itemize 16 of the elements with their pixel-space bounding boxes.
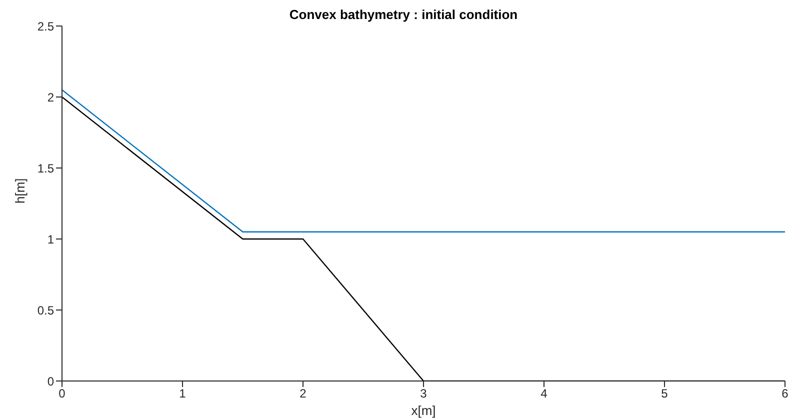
y-tick-label: 0.5 xyxy=(37,303,54,318)
x-tick-label: 0 xyxy=(58,386,66,401)
y-tick-label: 2.5 xyxy=(37,19,54,34)
y-tick-label: 1.5 xyxy=(37,161,54,176)
x-tick-label: 5 xyxy=(661,386,668,401)
x-tick-label: 4 xyxy=(540,386,548,401)
x-tick-label: 1 xyxy=(179,386,186,401)
y-tick-label: 0 xyxy=(47,374,54,388)
y-tick-label: 2 xyxy=(47,90,54,104)
y-tick-label: 1 xyxy=(47,232,54,246)
x-tick-label: 6 xyxy=(782,386,789,401)
y-axis-title: h[m] xyxy=(12,178,28,204)
x-tick-label: 3 xyxy=(420,386,428,401)
x-axis-title: x[m] xyxy=(411,403,436,418)
x-tick-label: 2 xyxy=(300,386,307,401)
chart-title: Convex bathymetry : initial condition xyxy=(289,7,518,22)
